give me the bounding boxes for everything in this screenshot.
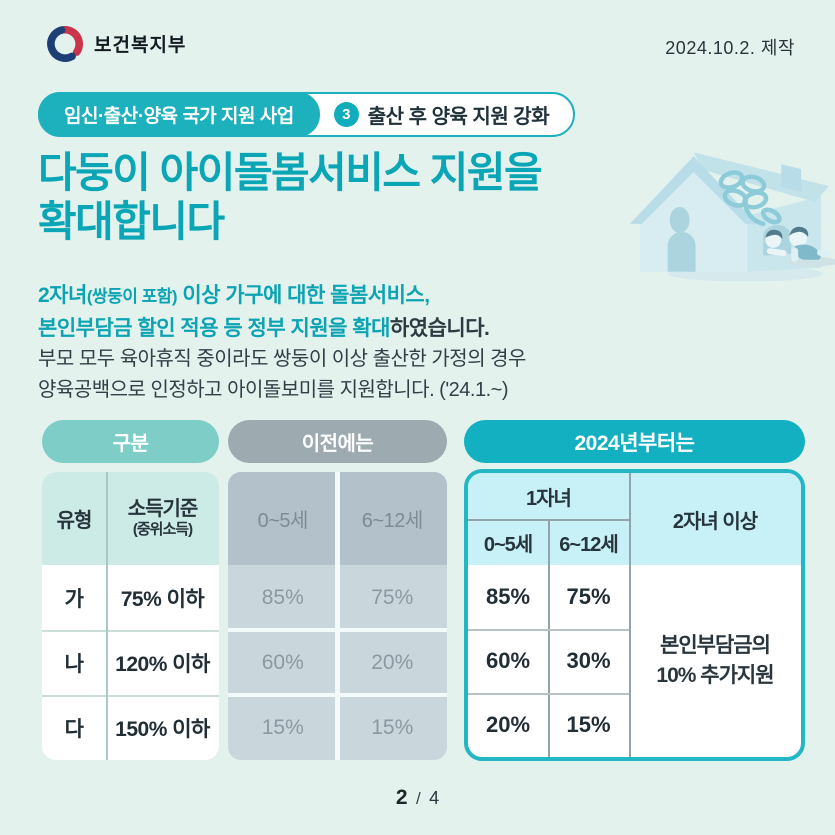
page-title: 다둥이 아이돌봄서비스 지원을 확대합니다 bbox=[38, 148, 543, 246]
topic-badge-subtitle: 3 출산 후 양육 지원 강화 bbox=[318, 94, 573, 135]
crawling-child-icon bbox=[787, 226, 835, 267]
number-3-icon: 3 bbox=[333, 102, 359, 127]
merged-header-two-plus-children: 2자녀 이상 bbox=[672, 510, 758, 533]
category-table: 유형 소득기준 (중위소득) 가 75% 이하 나 120% 이하 다 150%… bbox=[42, 472, 219, 760]
intro-detail-paragraph: 부모 모두 육아휴직 중이라도 쌍둥이 이상 출산한 가정의 경우 양육공백으로… bbox=[38, 344, 526, 406]
current-page: 2 bbox=[395, 786, 408, 809]
table-cell: 15% bbox=[566, 712, 611, 737]
row-divider bbox=[468, 693, 629, 695]
detail-line2: 양육공백으로 인정하고 아이돌보미를 지원합니다. ('24.1.~) bbox=[38, 379, 508, 401]
col-header-age-0-5: 0~5세 bbox=[257, 510, 309, 532]
detail-line1: 부모 모두 육아휴직 중이라도 쌍둥이 이상 출산한 가정의 경우 bbox=[38, 348, 526, 370]
col-header-age-6-12: 6~12세 bbox=[559, 534, 618, 556]
row-divider bbox=[468, 629, 629, 631]
house-illustration bbox=[629, 152, 835, 282]
logo-text: 보건복지부 bbox=[94, 34, 187, 56]
mohw-emblem-icon bbox=[47, 25, 84, 62]
table-cell: 75% bbox=[566, 584, 611, 609]
before-table: 0~5세 6~12세 85% 75% 60% 20% 15% 15% bbox=[228, 472, 447, 760]
table-cell: 30% bbox=[566, 648, 611, 673]
topic-badge-category: 임신·출산·양육 국가 지원 사업 bbox=[38, 92, 320, 137]
page-separator: / bbox=[415, 789, 421, 808]
table-row: 15% 15% bbox=[261, 715, 414, 739]
page-title-line2: 확대합니다 bbox=[38, 198, 225, 246]
row-divider bbox=[42, 695, 219, 697]
table-cell: 20% bbox=[485, 712, 531, 737]
page-title-line1: 다둥이 아이돌봄서비스 지원을 bbox=[38, 149, 543, 196]
table-row: 가 75% 이하 bbox=[64, 587, 205, 611]
intro-line2: 본인부담금 할인 적용 등 정부 지원을 확대하였습니다. bbox=[38, 316, 490, 340]
group-header-one-child: 1자녀 bbox=[526, 488, 572, 510]
col-header-age-0-5: 0~5세 bbox=[483, 534, 533, 556]
peeking-child-icon bbox=[765, 229, 787, 257]
table-cell: 85% bbox=[485, 584, 531, 609]
section-pill-before: 이전에는 bbox=[228, 420, 447, 463]
table-row: 다 150% 이하 bbox=[64, 717, 211, 741]
publish-date: 2024.10.2. 제작 bbox=[665, 38, 795, 58]
table-row: 나 120% 이하 bbox=[64, 652, 211, 676]
category-table-header: 유형 소득기준 (중위소득) bbox=[42, 472, 219, 565]
table-row: 60% 20% bbox=[261, 650, 414, 674]
col-header-income: 소득기준 (중위소득) bbox=[127, 498, 199, 539]
page-indicator: 2 / 4 bbox=[0, 786, 835, 810]
row-divider bbox=[42, 630, 219, 632]
intro-line1: 2자녀(쌍둥이 포함) 이상 가구에 대한 돌봄서비스, bbox=[38, 284, 430, 307]
section-pill-category: 구분 bbox=[42, 420, 219, 463]
from-2024-table: 1자녀 2자녀 이상 0~5세 6~12세 85% 75% 60% 30% 20… bbox=[464, 469, 805, 761]
section-pill-from-2024: 2024년부터는 bbox=[464, 420, 805, 463]
col-header-type: 유형 bbox=[56, 510, 93, 532]
table-row: 85% 75% bbox=[261, 585, 414, 609]
column-divider bbox=[106, 472, 108, 760]
col-header-age-6-12: 6~12세 bbox=[361, 510, 423, 532]
flower-doodle-icon bbox=[718, 170, 782, 227]
column-gap bbox=[335, 472, 340, 760]
total-pages: 4 bbox=[429, 788, 440, 808]
gov-logo: 보건복지부 bbox=[46, 24, 186, 62]
table-cell: 60% bbox=[485, 648, 531, 673]
intro-highlight-paragraph: 2자녀(쌍둥이 포함) 이상 가구에 대한 돌봄서비스, 본인부담금 할인 적용… bbox=[38, 280, 490, 345]
column-divider bbox=[548, 520, 550, 757]
extra-support-note: 본인부담금의 10% 추가지원 bbox=[656, 633, 774, 687]
topic-badge-label: 출산 후 양육 지원 강화 bbox=[367, 106, 550, 128]
column-divider bbox=[629, 473, 631, 757]
topic-badge: 임신·출산·양육 국가 지원 사업 3 출산 후 양육 지원 강화 bbox=[38, 92, 576, 137]
